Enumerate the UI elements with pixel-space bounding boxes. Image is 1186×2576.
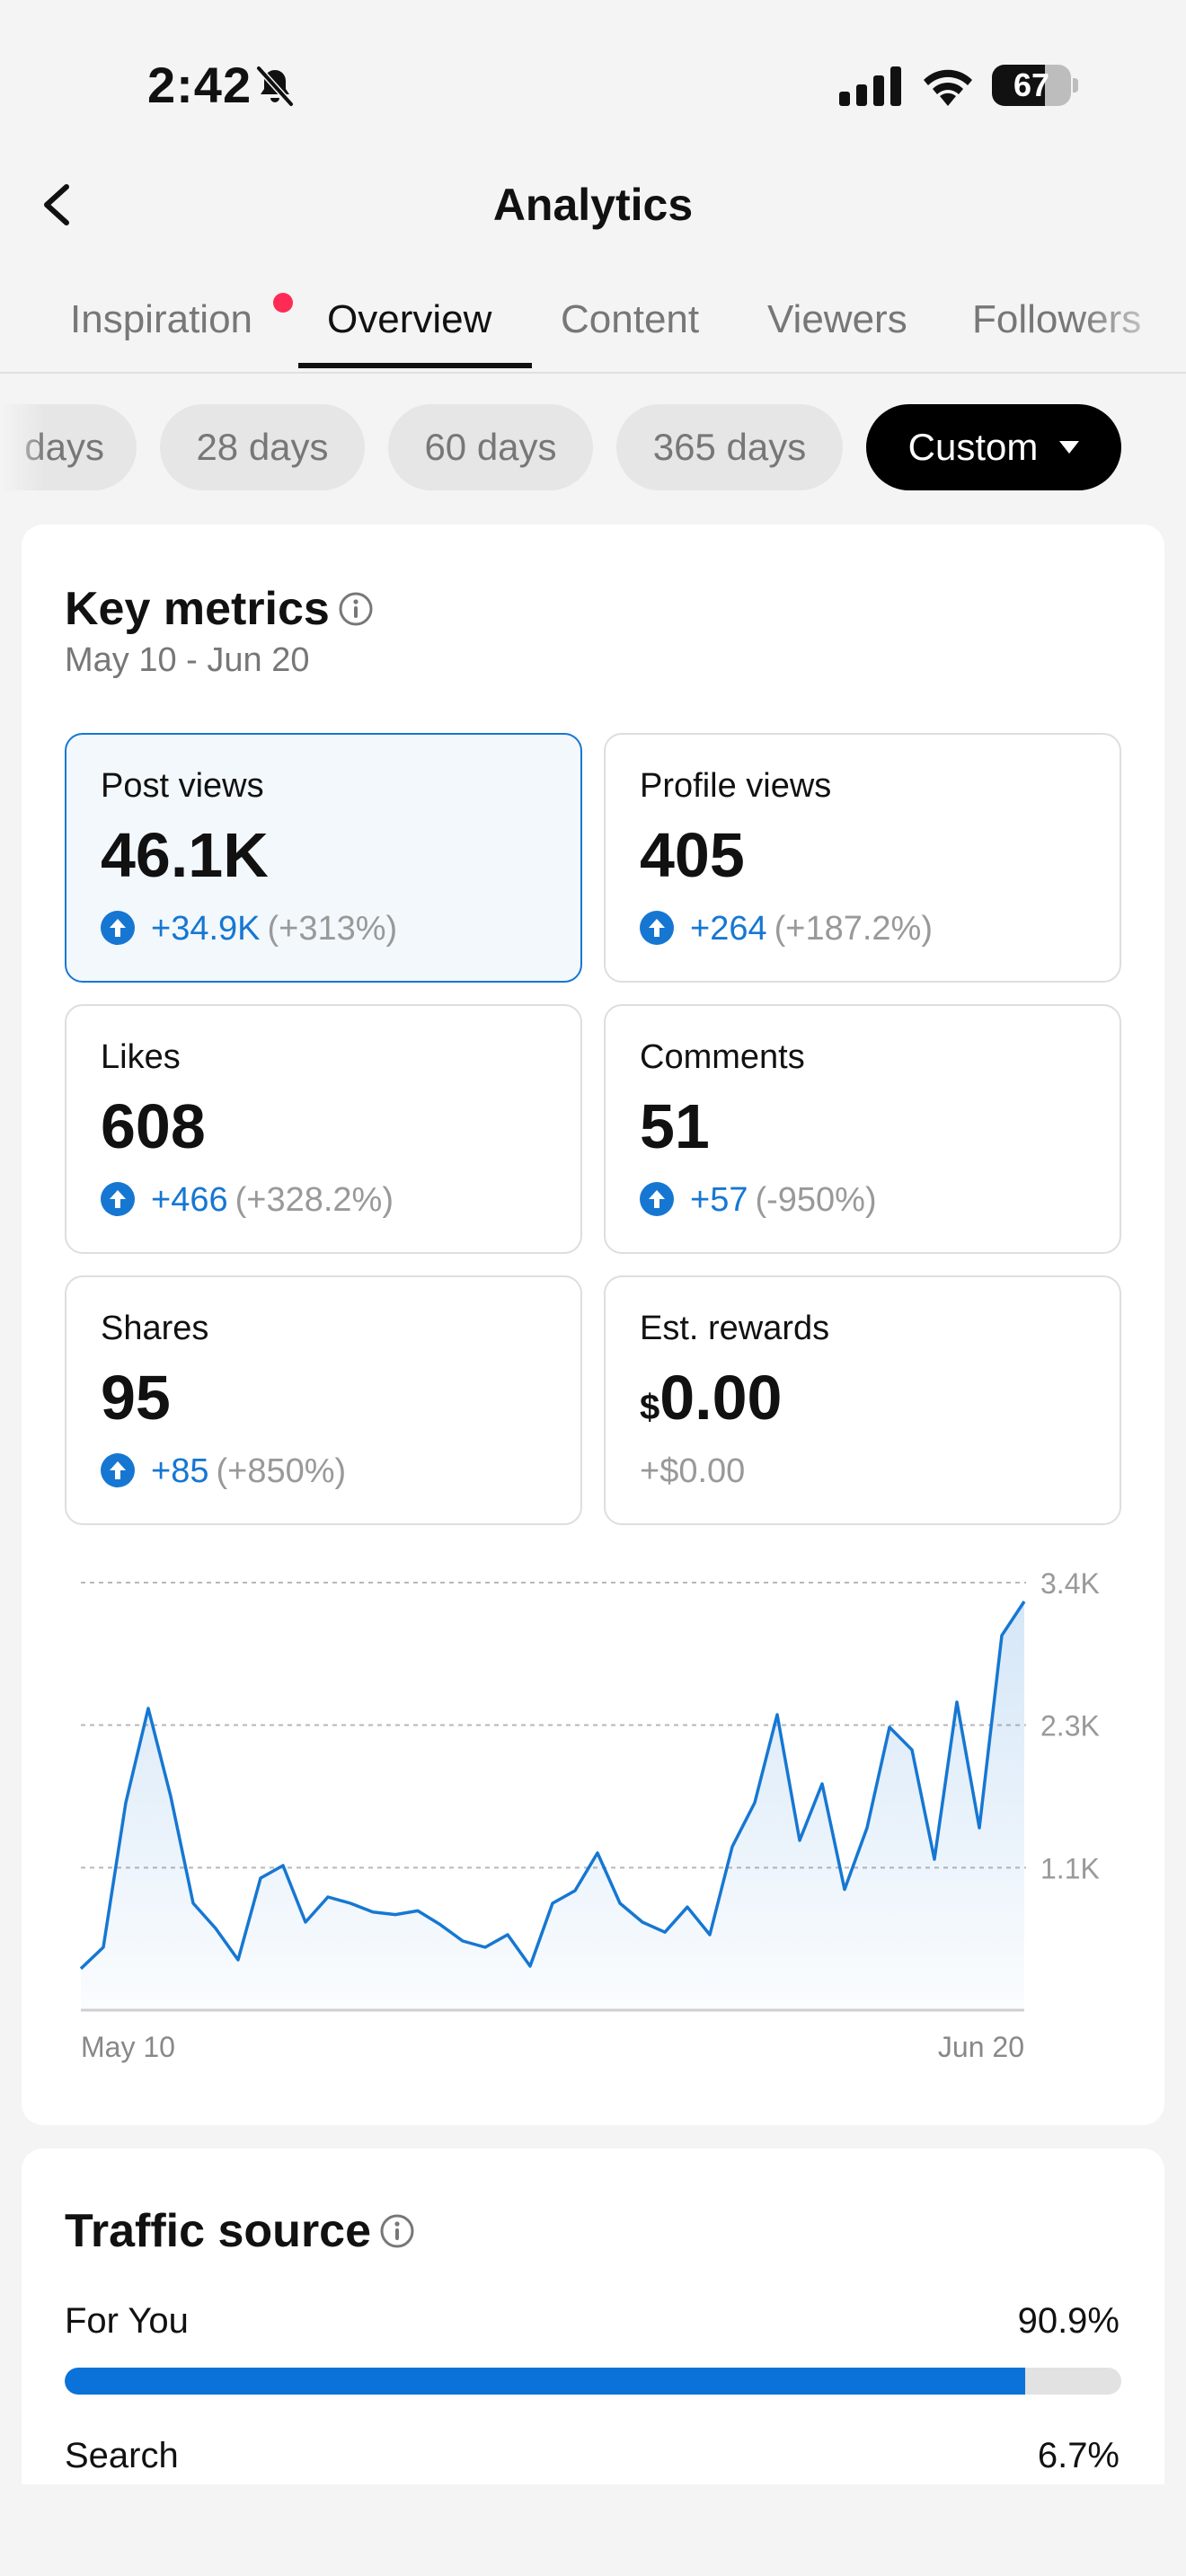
info-icon[interactable]	[379, 2213, 415, 2249]
date-range: May 10 - Jun 20	[65, 641, 310, 679]
date-filter-bar: days 28 days 60 days 365 days Custom	[0, 404, 1186, 490]
metric-value: 608	[101, 1091, 206, 1161]
metric-value: $0.00	[640, 1363, 783, 1433]
filter-custom[interactable]: Custom	[866, 404, 1121, 490]
arrow-up-circle-icon	[101, 1181, 135, 1216]
metric-comments[interactable]: Comments 51 +57 (-950%)	[604, 1004, 1121, 1254]
chart-series-line	[79, 1601, 1026, 1971]
metric-shares[interactable]: Shares 95 +85 (+850%)	[65, 1275, 582, 1525]
metric-label: Est. rewards	[640, 1310, 830, 1347]
metric-label: Post views	[101, 767, 264, 805]
traffic-value-for-you: 90.9%	[1017, 2301, 1120, 2341]
metric-label: Profile views	[640, 767, 832, 805]
traffic-label-for-you: For You	[65, 2301, 189, 2341]
traffic-label-search: Search	[65, 2436, 179, 2475]
post-views-chart: 1.1K 2.3K 3.4K May 10 Jun 20	[79, 1567, 1100, 2063]
tab-viewers[interactable]: Viewers	[767, 297, 907, 341]
status-bar: 2:42 67	[0, 0, 1186, 171]
cellular-signal-icon	[839, 66, 901, 106]
metric-delta: +34.9K (+313%)	[101, 907, 397, 950]
metric-value: 405	[640, 820, 745, 890]
traffic-bar-for-you	[65, 2368, 1121, 2395]
battery-icon: 67	[992, 65, 1078, 106]
filter-custom-label: Custom	[907, 426, 1039, 468]
metric-delta: +85 (+850%)	[101, 1450, 346, 1493]
chart-area-fill	[81, 1601, 1024, 2010]
metric-profile-views[interactable]: Profile views 405 +264 (+187.2%)	[604, 733, 1121, 983]
wifi-icon	[924, 69, 972, 106]
active-tab-indicator	[298, 363, 532, 368]
key-metrics-title: Key metrics	[65, 583, 330, 635]
metric-post-views[interactable]: Post views 46.1K +34.9K (+313%)	[65, 733, 582, 983]
tab-overview[interactable]: Overview	[327, 297, 492, 341]
notification-dot	[273, 293, 293, 313]
back-chevron-icon[interactable]	[36, 176, 83, 234]
status-time: 2:42	[147, 57, 252, 113]
currency-symbol: $	[640, 1388, 660, 1427]
metric-value: 51	[640, 1091, 710, 1161]
metric-label: Likes	[101, 1038, 181, 1076]
metric-delta: +264 (+187.2%)	[640, 907, 933, 950]
caret-down-icon	[1059, 440, 1080, 454]
chart-y-tick-label: 3.4K	[1040, 1567, 1100, 1600]
filter-28-days[interactable]: 28 days	[160, 404, 365, 490]
arrow-up-circle-icon	[640, 1181, 674, 1216]
arrow-up-circle-icon	[101, 910, 135, 945]
chart-y-tick-label: 1.1K	[1040, 1852, 1100, 1884]
metric-delta: +466 (+328.2%)	[101, 1178, 394, 1222]
metric-delta: +57 (-950%)	[640, 1178, 877, 1222]
arrow-up-circle-icon	[101, 1452, 135, 1487]
info-icon[interactable]	[338, 591, 374, 627]
page-title: Analytics	[492, 180, 694, 230]
metric-label: Comments	[640, 1038, 805, 1076]
battery-percent: 67	[1013, 66, 1050, 103]
traffic-value-search: 6.7%	[1037, 2436, 1120, 2475]
tab-inspiration[interactable]: Inspiration	[70, 297, 253, 341]
metric-delta: +$0.00	[640, 1452, 746, 1490]
bell-muted-icon	[255, 65, 295, 108]
chart-x-end-label: Jun 20	[938, 2031, 1024, 2063]
traffic-source-title: Traffic source	[65, 2205, 372, 2257]
chart-x-start-label: May 10	[81, 2031, 175, 2063]
arrow-up-circle-icon	[640, 910, 674, 945]
metric-est-rewards[interactable]: Est. rewards $0.00 +$0.00	[604, 1275, 1121, 1525]
key-metrics-card: Key metrics May 10 - Jun 20 Post views 4…	[22, 525, 1164, 2125]
bottom-safe-area	[0, 2484, 1186, 2576]
metric-likes[interactable]: Likes 608 +466 (+328.2%)	[65, 1004, 582, 1254]
metric-label: Shares	[101, 1310, 209, 1347]
metric-value: 95	[101, 1363, 171, 1433]
filter-60-days[interactable]: 60 days	[388, 404, 593, 490]
tab-content[interactable]: Content	[561, 297, 700, 341]
tab-bar: Inspiration Overview Content Viewers Fol…	[0, 284, 1186, 374]
metric-value: 46.1K	[101, 820, 269, 890]
chart-y-tick-label: 2.3K	[1040, 1710, 1100, 1742]
filter-365-days[interactable]: 365 days	[616, 404, 843, 490]
